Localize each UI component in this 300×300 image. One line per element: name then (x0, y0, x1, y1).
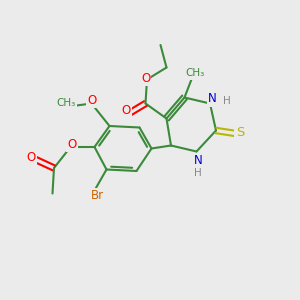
Text: CH₃: CH₃ (56, 98, 76, 109)
Text: H: H (223, 96, 230, 106)
Text: N: N (208, 92, 217, 106)
Text: O: O (26, 151, 35, 164)
Text: H: H (194, 167, 202, 178)
Text: O: O (122, 103, 130, 117)
Text: N: N (194, 154, 202, 167)
Text: Br: Br (91, 189, 104, 203)
Text: O: O (87, 94, 96, 107)
Text: O: O (68, 137, 76, 151)
Text: S: S (236, 125, 244, 139)
Text: O: O (141, 71, 150, 85)
Text: CH₃: CH₃ (185, 68, 205, 79)
